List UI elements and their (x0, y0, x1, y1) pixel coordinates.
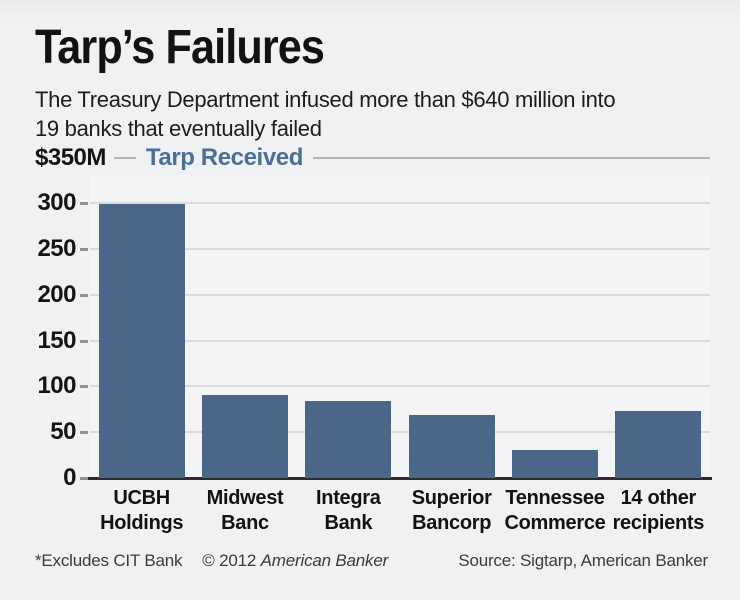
y-axis-label-150: 150 (37, 326, 76, 354)
bar-superior-bancorp (408, 415, 495, 478)
plot-area: 300 250 200 150 100 50 0 (37, 175, 712, 490)
x-axis-label-line: Integra (316, 487, 381, 509)
y-axis-label-50: 50 (50, 418, 76, 446)
chart-subtitle-line-1: The Treasury Department infused more tha… (35, 87, 616, 112)
chart-subtitle-line-2: 19 banks that eventually failed (35, 116, 322, 141)
x-axis-baseline (88, 477, 712, 480)
y-axis-label-200: 200 (37, 280, 76, 308)
x-axis-label-line: Tennessee (505, 487, 605, 509)
y-axis-tick-300 (80, 202, 88, 205)
footer: *Excludes CIT Bank © 2012 American Banke… (35, 551, 708, 571)
legend-rule-long (312, 157, 710, 159)
bar-midwest-banc (202, 395, 288, 478)
y-axis-tick-50 (80, 431, 88, 435)
x-axis-label-line: Bank (324, 512, 373, 534)
y-axis-label-100: 100 (37, 372, 76, 400)
x-axis-label-midwest-banc: Midwest Banc (193, 486, 296, 536)
x-axis-label-line: recipients (612, 512, 705, 534)
y-axis-label-250: 250 (37, 234, 76, 262)
axis-max-label: $350M (35, 144, 106, 171)
y-axis-tick-250 (80, 247, 88, 251)
chart-subtitle: The Treasury Department infused more tha… (35, 85, 616, 143)
x-axis-label-14-other-recipients: 14 other recipients (607, 486, 710, 536)
bar-integra-bank (305, 401, 392, 478)
legend-row: $350M Tarp Received (35, 144, 710, 171)
y-axis-label-0: 0 (63, 464, 76, 491)
y-axis-tick-150 (80, 339, 88, 343)
gridline-200 (90, 293, 710, 296)
copyright-prefix: © 2012 (202, 551, 261, 570)
copyright-brand: American Banker (260, 551, 389, 570)
x-axis-label-line: Banc (221, 512, 269, 534)
x-axis-labels: UCBH Holdings Midwest Banc Integra Bank Superi… (90, 486, 710, 536)
x-axis-label-line: 14 other (620, 487, 697, 509)
gridline-150 (90, 339, 710, 342)
footer-left: *Excludes CIT Bank © 2012 American Banke… (35, 551, 388, 571)
y-axis-label-300: 300 (37, 189, 76, 216)
y-axis-tick-100 (80, 385, 88, 389)
series-legend-label: Tarp Received (145, 144, 303, 171)
footnote: *Excludes CIT Bank (35, 551, 183, 570)
y-axis-tick-0 (80, 477, 88, 480)
gridline-300 (90, 202, 710, 204)
gridline-250 (90, 247, 710, 250)
x-axis-label-line: Holdings (100, 512, 184, 534)
bar-ucbh-holdings (98, 204, 185, 478)
source-credit: Source: Sigtarp, American Banker (458, 551, 708, 570)
x-axis-label-line: Bancorp (412, 512, 492, 534)
gridline-50 (90, 431, 710, 434)
x-axis-label-line: Commerce (504, 512, 606, 534)
x-axis-label-integra-bank: Integra Bank (297, 486, 400, 536)
bar-14-other-recipients (615, 411, 702, 478)
y-axis-tick-200 (80, 293, 88, 297)
x-axis-label-tennessee-commerce: Tennessee Commerce (503, 486, 606, 536)
copyright: © 2012 American Banker (202, 551, 388, 571)
chart-title: Tarp’s Failures (35, 21, 325, 74)
x-axis-label-superior-bancorp: Superior Bancorp (400, 486, 503, 536)
x-axis-label-line: Midwest (206, 487, 284, 509)
x-axis-label-ucbh-holdings: UCBH Holdings (90, 486, 193, 536)
gridline-100 (90, 385, 710, 388)
x-axis-label-line: UCBH (113, 487, 170, 509)
bar-tennessee-commerce (512, 450, 598, 478)
legend-rule-short (113, 157, 136, 159)
x-axis-label-line: Superior (411, 487, 492, 509)
